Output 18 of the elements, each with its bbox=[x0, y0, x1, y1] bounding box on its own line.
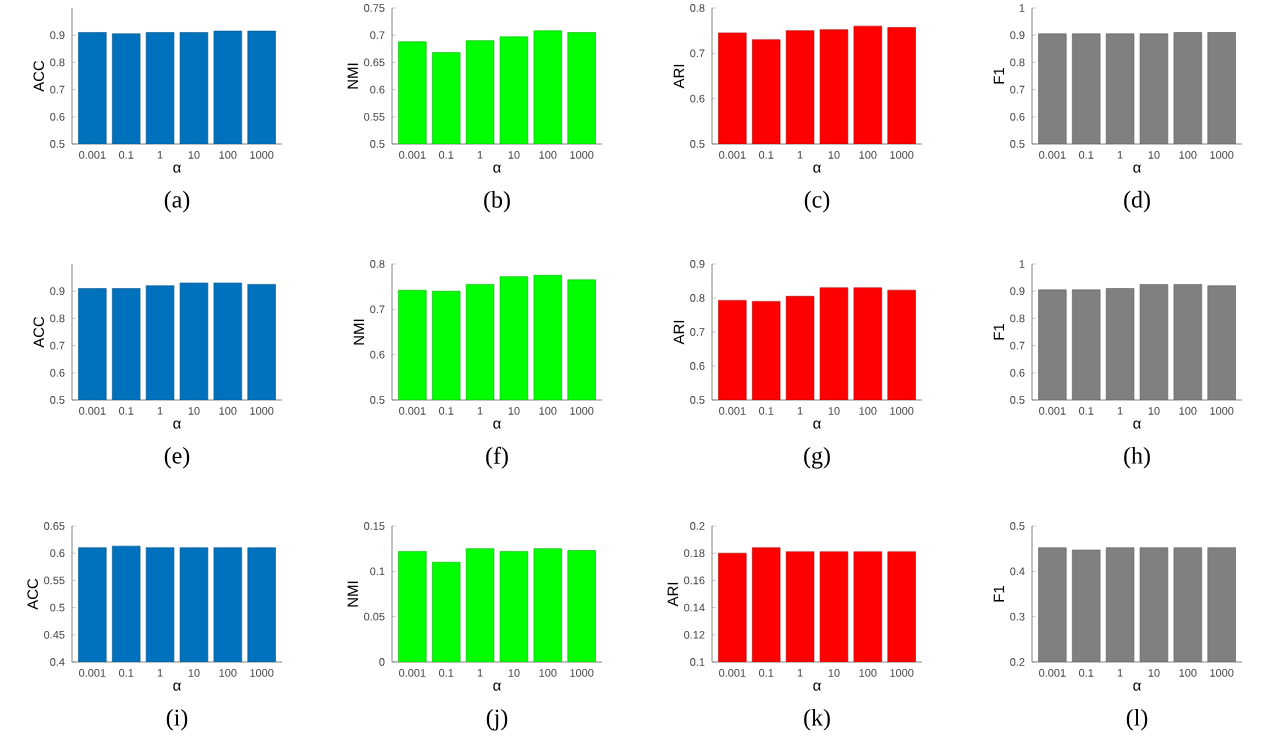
text: (c) bbox=[804, 190, 830, 213]
bar bbox=[432, 561, 461, 662]
text: (e) bbox=[164, 446, 190, 469]
text: (f) bbox=[486, 446, 508, 469]
bar bbox=[567, 550, 596, 662]
text: (a) bbox=[164, 190, 190, 213]
bar bbox=[465, 548, 495, 662]
text: (j) bbox=[486, 708, 508, 731]
text: (i) bbox=[166, 708, 188, 731]
text: (b) bbox=[484, 190, 510, 213]
bar bbox=[499, 551, 529, 662]
text: (d) bbox=[1124, 190, 1150, 213]
bar bbox=[398, 551, 427, 662]
bar bbox=[533, 548, 563, 662]
text: (g) bbox=[804, 446, 830, 469]
text: (l) bbox=[1126, 708, 1148, 731]
text: (k) bbox=[804, 708, 830, 731]
text: (h) bbox=[1124, 446, 1150, 469]
